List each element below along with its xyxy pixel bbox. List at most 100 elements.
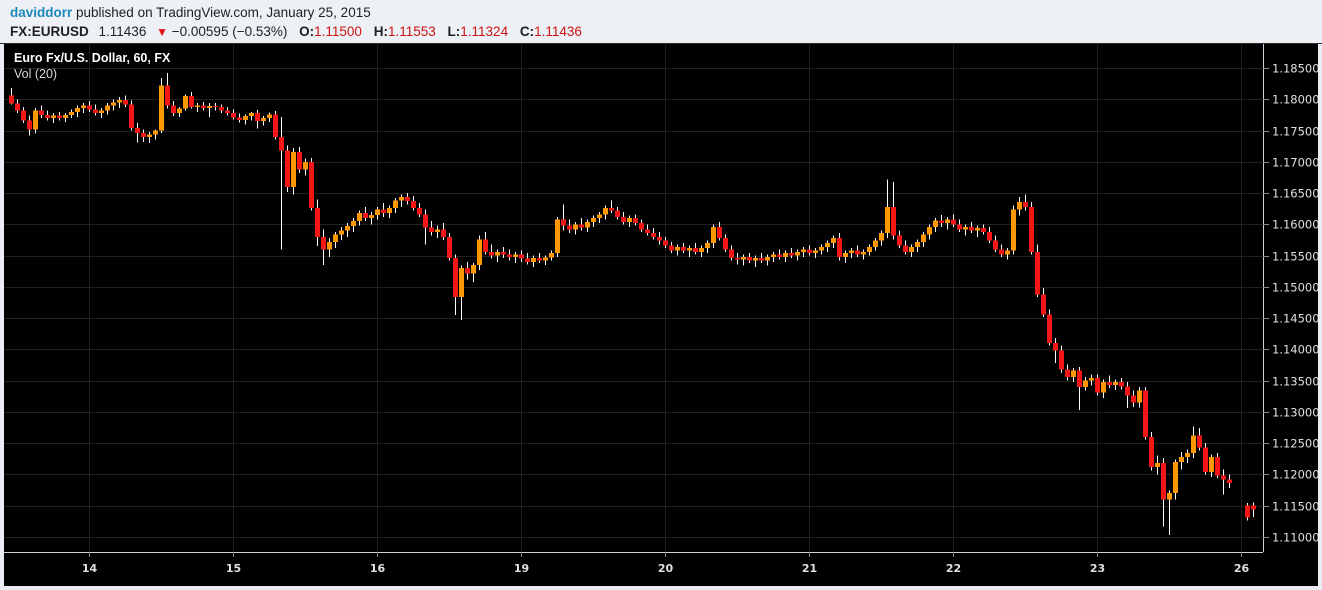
candle-up <box>117 99 122 103</box>
candle-down <box>897 235 902 246</box>
change-text: −0.00595 (−0.53%) <box>171 24 288 39</box>
candle-down <box>213 106 218 108</box>
candle-up <box>945 219 950 224</box>
candle-up <box>513 254 518 257</box>
time-axis-label: 14 <box>82 562 98 575</box>
candle-down <box>759 258 764 261</box>
username-link[interactable]: daviddorr <box>10 5 73 20</box>
candle-up <box>597 214 602 219</box>
time-axis-label: 21 <box>802 562 817 575</box>
candle-down <box>981 228 986 232</box>
price-axis-label: 1.16500 <box>1272 187 1318 201</box>
candle-down <box>489 251 494 256</box>
candle-down <box>651 233 656 237</box>
price-axis-label: 1.15000 <box>1272 281 1318 295</box>
open-value: 1.11500 <box>314 24 362 39</box>
publish-header: daviddorr published on TradingView.com, … <box>0 0 1322 44</box>
candle-down <box>1107 381 1112 386</box>
candle-down <box>717 226 722 239</box>
price-axis-label: 1.13500 <box>1272 375 1318 389</box>
candle-down <box>321 236 326 250</box>
candle-down <box>1047 314 1052 344</box>
candle-up <box>699 248 704 252</box>
candle-up <box>147 134 152 137</box>
candle-down <box>537 258 542 261</box>
candle-down <box>1227 479 1232 484</box>
candle-up <box>393 200 398 209</box>
candle-down <box>405 196 410 202</box>
candle-down <box>171 105 176 114</box>
candle-down <box>465 268 470 274</box>
low-value: 1.11324 <box>460 24 509 39</box>
candle-down <box>1197 435 1202 448</box>
candle-up <box>69 111 74 115</box>
candle-up <box>705 243 710 249</box>
price-axis-label: 1.17000 <box>1272 156 1318 170</box>
candlestick-chart-svg[interactable]: 1.18500 1.18000 1.17500 1.17000 1.16500 1.160… <box>4 44 1318 586</box>
candle-down <box>225 110 230 114</box>
candle-down <box>315 208 320 237</box>
candle-down <box>285 150 290 187</box>
candle-down <box>429 227 434 232</box>
symbol-label[interactable]: FX:EURUSD <box>10 24 89 39</box>
candle-up <box>81 105 86 109</box>
candle-down <box>939 220 944 224</box>
candle-down <box>807 249 812 254</box>
time-axis-label: 15 <box>226 562 241 575</box>
candle-down <box>999 249 1004 255</box>
candle-down <box>525 258 530 262</box>
candle-up <box>765 256 770 261</box>
candle-up <box>687 248 692 251</box>
published-text: published on TradingView.com, January 25… <box>72 5 371 20</box>
candle-down <box>123 99 128 105</box>
candle-down <box>417 208 422 215</box>
candle-down <box>411 201 416 209</box>
symbol-status-line: FX:EURUSD 1.11436 ▼ −0.00595 (−0.53%) O:… <box>10 22 1322 42</box>
candle-up <box>399 196 404 201</box>
candle-down <box>237 117 242 120</box>
candle-up <box>831 238 836 244</box>
candles-group <box>9 73 1256 536</box>
time-axis[interactable]: 14 15 16 19 20 21 22 23 26 <box>82 552 1250 575</box>
candle-up <box>1155 463 1160 467</box>
candle-down <box>903 245 908 252</box>
candle-up <box>261 118 266 122</box>
high-label: H: <box>373 24 388 39</box>
candle-down <box>1041 294 1046 315</box>
high-value: 1.11553 <box>387 24 436 39</box>
candle-up <box>1173 461 1178 494</box>
candle-down <box>21 110 26 121</box>
time-axis-label: 20 <box>658 562 674 575</box>
candle-down <box>669 245 674 251</box>
chart-panel[interactable]: Euro Fx/U.S. Dollar, 60, FX Vol (20) 1.1… <box>4 44 1318 586</box>
price-axis[interactable]: 1.18500 1.18000 1.17500 1.17000 1.16500 1.160… <box>1263 62 1318 545</box>
candle-down <box>1125 386 1130 396</box>
candle-down <box>507 254 512 257</box>
candle-down <box>57 115 62 119</box>
candle-up <box>477 239 482 265</box>
candle-down <box>1035 251 1040 295</box>
candle-up <box>927 226 932 235</box>
candle-up <box>771 254 776 257</box>
candle-down <box>837 238 842 257</box>
candle-up <box>711 226 716 244</box>
candle-down <box>777 254 782 257</box>
candle-up <box>249 113 254 117</box>
candle-up <box>351 221 356 227</box>
candle-down <box>1029 206 1034 252</box>
candle-down <box>621 216 626 222</box>
candle-up <box>531 258 536 262</box>
candle-up <box>1185 453 1190 457</box>
candle-up <box>783 253 788 257</box>
candle-up <box>357 213 362 222</box>
candle-down <box>1251 505 1256 510</box>
candle-down <box>1221 475 1226 480</box>
price-axis-label: 1.18500 <box>1272 62 1318 76</box>
candle-up <box>909 246 914 252</box>
candle-up <box>291 151 296 187</box>
candle-up <box>1083 380 1088 387</box>
candle-up <box>627 218 632 222</box>
candle-down <box>561 219 566 226</box>
time-axis-label: 23 <box>1090 562 1105 575</box>
grid-lines <box>4 44 1263 552</box>
